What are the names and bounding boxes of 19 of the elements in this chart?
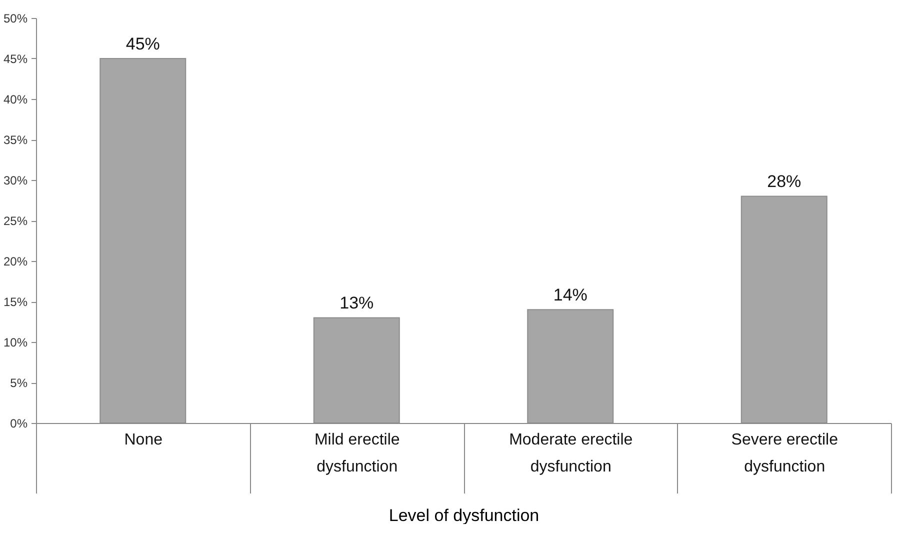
data-label: 13% [340, 294, 374, 313]
y-tick-label: 25% [3, 214, 28, 228]
y-tick-label: 20% [3, 254, 28, 268]
x-tick-label: Mild erectile dysfunction [314, 432, 400, 476]
y-tick-label: 0% [10, 416, 28, 430]
y-tick-label: 15% [3, 295, 28, 309]
x-tick-label: None [124, 432, 163, 448]
y-tick-label: 40% [3, 92, 28, 106]
y-tick-label: 45% [3, 52, 28, 66]
data-label: 45% [126, 34, 160, 54]
x-tick-label: Moderate erectile dysfunction [509, 432, 633, 476]
y-tick-label: 35% [3, 133, 28, 147]
y-tick-label: 30% [3, 174, 28, 188]
x-tick-label: Severe erectile dysfunction [731, 432, 838, 476]
data-label: 28% [767, 172, 802, 192]
y-tick-label: 10% [3, 336, 28, 350]
data-label: 14% [553, 286, 588, 305]
y-tick-label: 5% [10, 376, 28, 390]
y-tick-label: 50% [3, 12, 28, 26]
